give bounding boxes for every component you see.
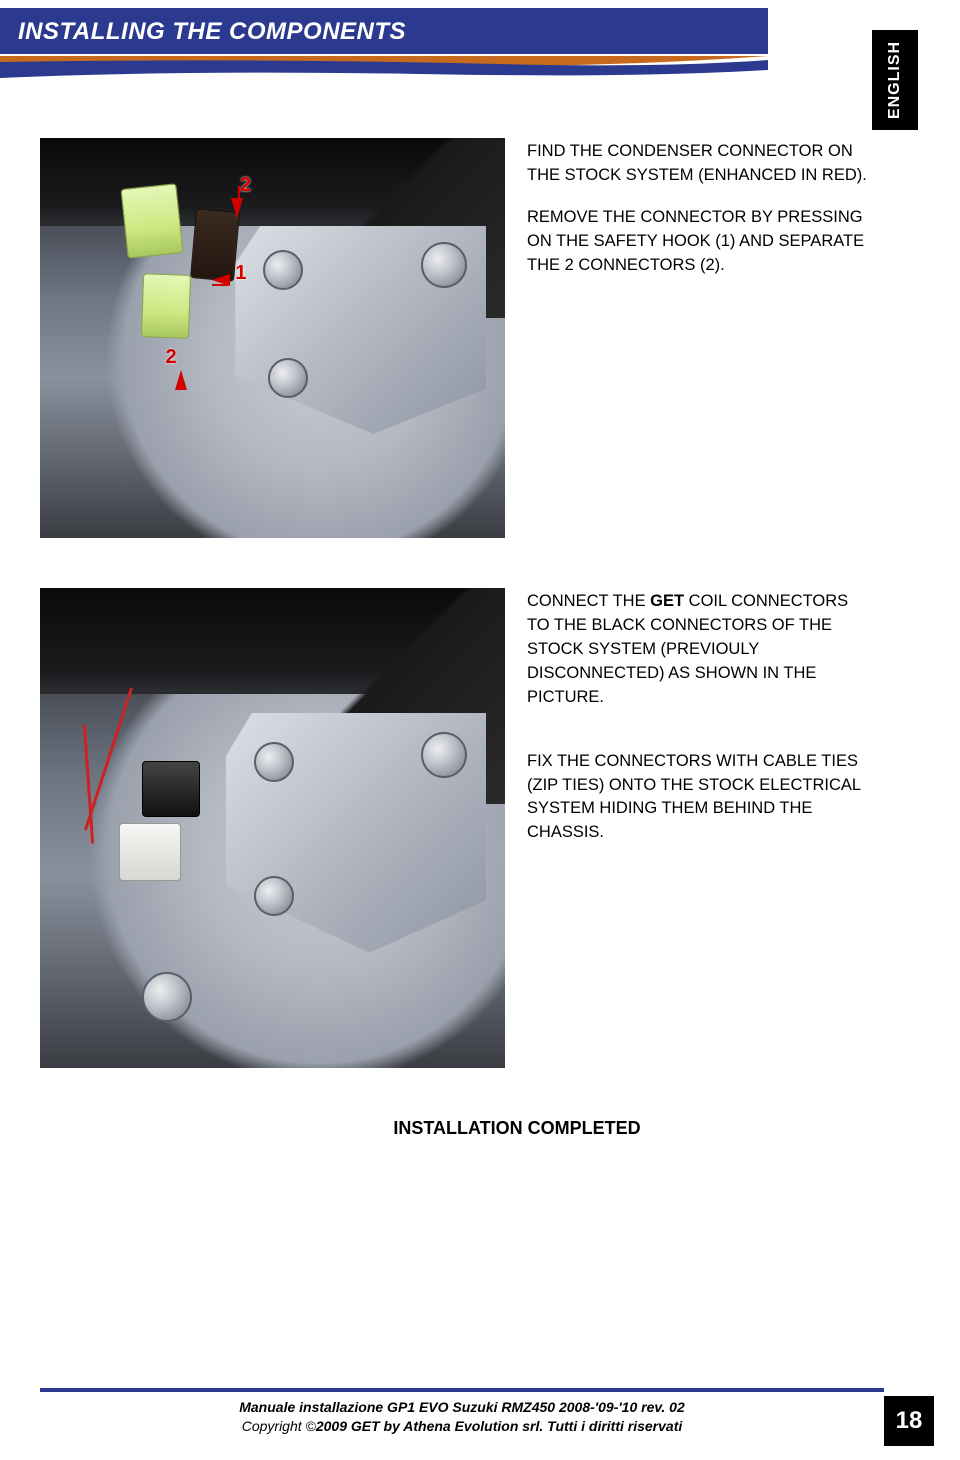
step-2-para-2: FIX THE CONNECTORS WITH CABLE TIES (ZIP … — [527, 750, 867, 846]
callout-2-top: 2 — [240, 174, 251, 197]
step-2: CONNECT THE GET COIL CONNECTORS TO THE B… — [40, 588, 884, 1068]
step-1-para-1: FIND THE CONDENSER CONNECTOR ON THE STOC… — [527, 140, 867, 188]
step-1: 2 1 2 FIND THE CONDENSER CONNECTOR ON TH… — [40, 138, 884, 538]
step-1-text: FIND THE CONDENSER CONNECTOR ON THE STOC… — [527, 138, 867, 538]
language-label: ENGLISH — [886, 41, 904, 119]
page-number: 18 — [896, 1407, 923, 1435]
arrow-down-icon — [231, 198, 243, 218]
section-header: INSTALLING THE COMPONENTS — [0, 8, 768, 54]
step-2-para-1: CONNECT THE GET COIL CONNECTORS TO THE B… — [527, 590, 867, 710]
footer-rule — [40, 1388, 884, 1392]
step-2-text: CONNECT THE GET COIL CONNECTORS TO THE B… — [527, 588, 867, 1068]
footer-line-1: Manuale installazione GP1 EVO Suzuki RMZ… — [40, 1398, 884, 1417]
callout-2-bottom: 2 — [166, 346, 177, 369]
footer-line-2: Copyright ©2009 GET by Athena Evolution … — [40, 1417, 884, 1436]
page-number-block: 18 — [884, 1396, 934, 1446]
language-tab: ENGLISH — [872, 30, 918, 130]
header-swoosh-decor — [0, 56, 768, 78]
callout-1: 1 — [235, 262, 246, 285]
arrow-left-icon — [212, 274, 230, 286]
section-title: INSTALLING THE COMPONENTS — [18, 18, 406, 45]
page-footer: Manuale installazione GP1 EVO Suzuki RMZ… — [40, 1388, 884, 1436]
step-2-photo — [40, 588, 505, 1068]
step-1-para-2: REMOVE THE CONNECTOR BY PRESSING ON THE … — [527, 206, 867, 278]
installation-completed: INSTALLATION COMPLETED — [150, 1118, 884, 1139]
footer-text: Manuale installazione GP1 EVO Suzuki RMZ… — [40, 1398, 884, 1436]
step-1-photo: 2 1 2 — [40, 138, 505, 538]
page-content: 2 1 2 FIND THE CONDENSER CONNECTOR ON TH… — [40, 138, 884, 1370]
arrow-up-icon — [175, 370, 187, 390]
